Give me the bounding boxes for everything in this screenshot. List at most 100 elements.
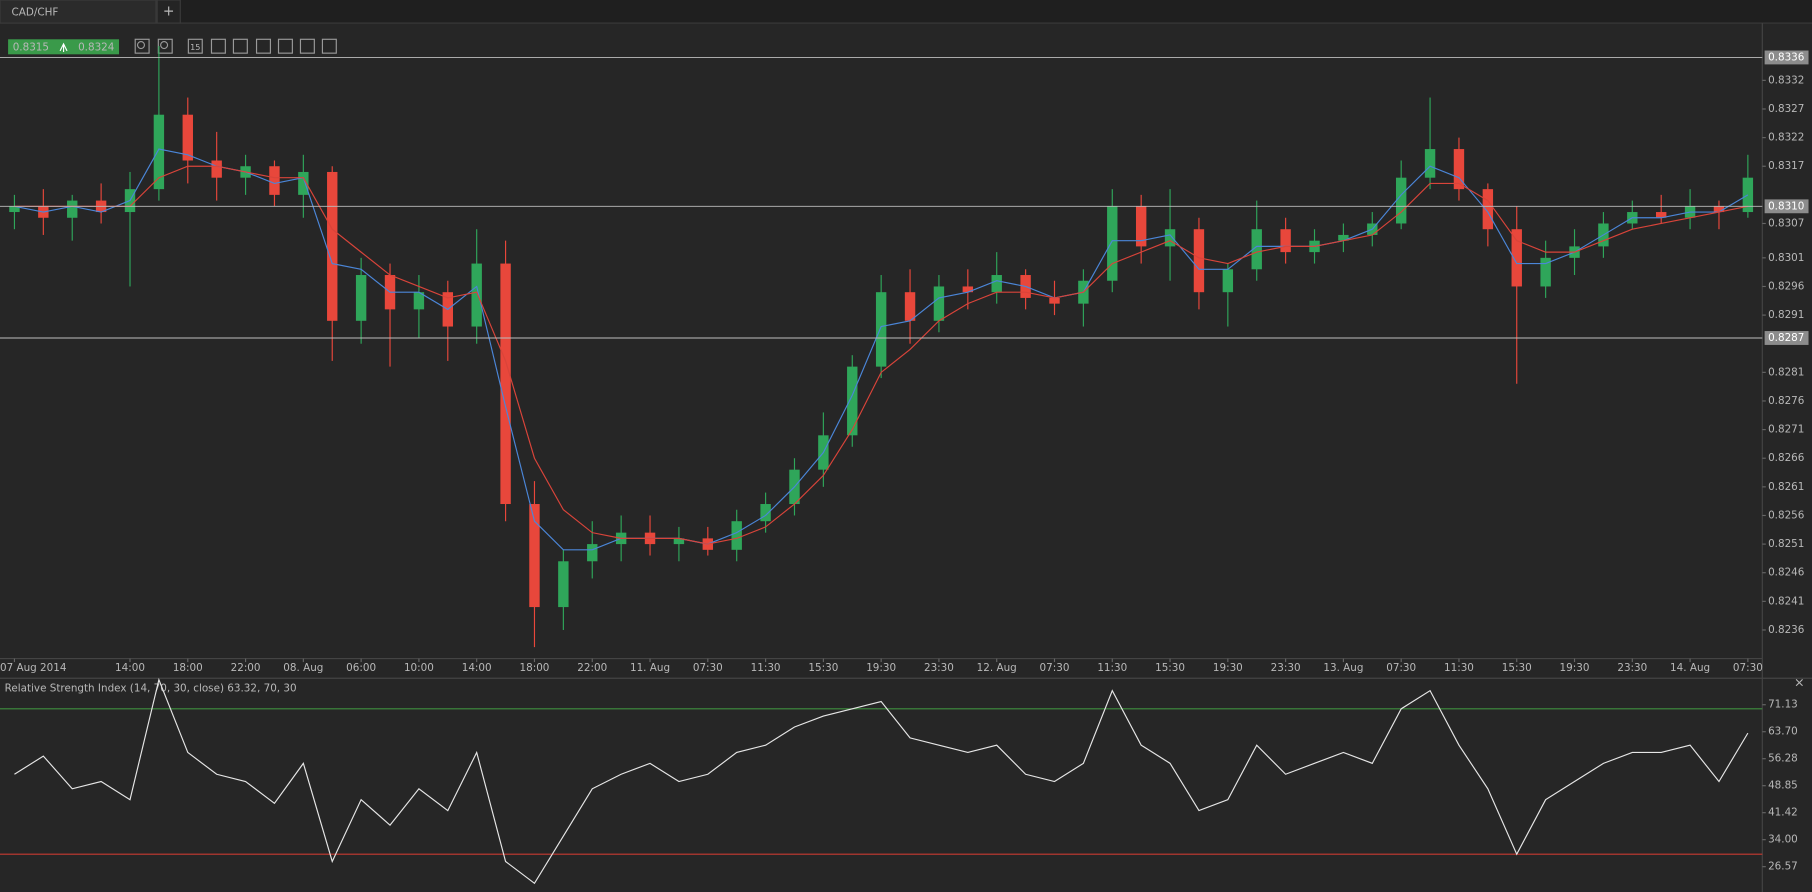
candle-body (1395, 177, 1407, 224)
candle-body (558, 561, 569, 608)
x-tick-label: 13. Aug (1323, 662, 1363, 674)
x-tick-label: 12. Aug (977, 662, 1017, 674)
x-tick-label: 22:00 (231, 662, 261, 674)
x-tick-label: 08. Aug (283, 662, 323, 674)
y-tick-label: 0.8307 (1768, 217, 1804, 229)
draw-line[interactable] (299, 38, 315, 54)
y-tick-label: 0.8332 (1768, 74, 1804, 86)
x-tick-label: 23:30 (1271, 662, 1301, 674)
y-tick-label: 26.57 (1768, 861, 1798, 873)
quote-arrow (59, 42, 68, 52)
price-level-box (1764, 50, 1809, 65)
x-tick-label: 19:30 (866, 662, 896, 674)
candle-body (1222, 269, 1234, 293)
x-tick-label: 07:30 (693, 662, 723, 674)
candle-body (962, 286, 974, 293)
y-tick-label: 0.8322 (1768, 132, 1804, 144)
y-tick-label: 41.42 (1768, 807, 1798, 819)
candle-body (211, 160, 222, 178)
candle-body (1482, 189, 1494, 230)
zoom-out[interactable] (134, 38, 150, 54)
candle-body (67, 200, 78, 218)
y-tick-label: 71.13 (1768, 699, 1798, 711)
candle-body (355, 275, 367, 321)
x-tick-label: 18:00 (520, 662, 550, 674)
candle-body (9, 206, 20, 213)
new-tab-label: + (163, 4, 175, 20)
toolbar: 15 (134, 38, 337, 54)
candle-body (904, 292, 916, 321)
candle-body (991, 275, 1002, 293)
y-tick-label: 0.8261 (1768, 481, 1804, 493)
candle-body (1453, 149, 1465, 190)
x-tick-label: 22:00 (577, 662, 607, 674)
y-tick-label: 0.8296 (1768, 280, 1804, 292)
y-tick-label: 0.8327 (1768, 103, 1804, 115)
candle-body (471, 263, 482, 327)
x-tick-label: 15:30 (1502, 662, 1532, 674)
moving-average (14, 165, 1748, 545)
candle-body (1511, 229, 1522, 287)
y-tick-label: 0.8236 (1768, 624, 1804, 636)
indicators[interactable] (232, 38, 248, 54)
y-tick-label: 48.85 (1768, 780, 1798, 792)
x-tick-label: 14:00 (115, 662, 145, 674)
x-tick-label: 07:30 (1386, 662, 1416, 674)
candle-body (298, 171, 309, 195)
candle-body (1193, 229, 1205, 293)
y-tick-label: 0.8301 (1768, 252, 1804, 264)
x-tick-label: 06:00 (346, 662, 376, 674)
candle-body (1049, 297, 1060, 304)
y-tick-label: 0.8246 (1768, 567, 1804, 579)
y-tick-label: 0.8266 (1768, 452, 1804, 464)
x-tick-label: 07:30 (1040, 662, 1070, 674)
chart-type[interactable] (210, 38, 226, 54)
price-level-label: 0.8287 (1768, 332, 1804, 344)
y-tick-label: 63.70 (1768, 726, 1798, 738)
ask: 0.8324 (78, 41, 115, 53)
close-indicator[interactable]: × (1794, 674, 1805, 689)
candle-body (847, 366, 858, 436)
x-tick-label: 19:30 (1560, 662, 1590, 674)
draw-pen[interactable] (321, 38, 337, 54)
y-tick-label: 0.8281 (1768, 366, 1804, 378)
rsi-line (14, 677, 1749, 885)
candle-body (587, 544, 598, 562)
interval-label: 15 (190, 42, 200, 52)
candle-body (1164, 229, 1176, 247)
x-tick-label: 07 Aug 2014 (0, 662, 67, 674)
x-tick-label: 07:30 (1733, 662, 1763, 674)
candle-body (673, 538, 685, 545)
price-level-label: 0.8336 (1768, 51, 1804, 63)
x-tick-label: 11. Aug (630, 662, 670, 674)
y-tick-label: 0.8291 (1768, 309, 1804, 321)
x-tick-label: 14. Aug (1670, 662, 1710, 674)
x-tick-label: 15:30 (808, 662, 838, 674)
x-tick-label: 19:30 (1213, 662, 1243, 674)
candle-body (327, 171, 338, 321)
y-tick-label: 0.8251 (1768, 538, 1804, 550)
copy[interactable] (277, 38, 293, 54)
price-level-label: 0.8310 (1768, 200, 1804, 212)
price-level-box (1764, 199, 1809, 214)
candle-body (413, 292, 425, 310)
x-tick-label: 11:30 (1444, 662, 1474, 674)
y-tick-label: 0.8241 (1768, 595, 1804, 607)
candle-body (153, 114, 165, 190)
candle-body (1424, 149, 1436, 178)
candle-body (269, 166, 280, 195)
y-tick-label: 0.8276 (1768, 395, 1804, 407)
screenshot[interactable] (255, 38, 271, 54)
interval[interactable] (187, 38, 203, 54)
x-tick-label: 23:30 (924, 662, 954, 674)
candle-body (500, 263, 511, 505)
candle-body (1655, 212, 1667, 218)
y-tick-label: 0.8317 (1768, 160, 1804, 172)
candle-body (1338, 234, 1349, 241)
y-tick-label: 56.28 (1768, 753, 1798, 765)
y-tick-label: 34.00 (1768, 834, 1798, 846)
x-tick-label: 18:00 (173, 662, 203, 674)
tab-title: CAD/CHF (12, 7, 59, 19)
